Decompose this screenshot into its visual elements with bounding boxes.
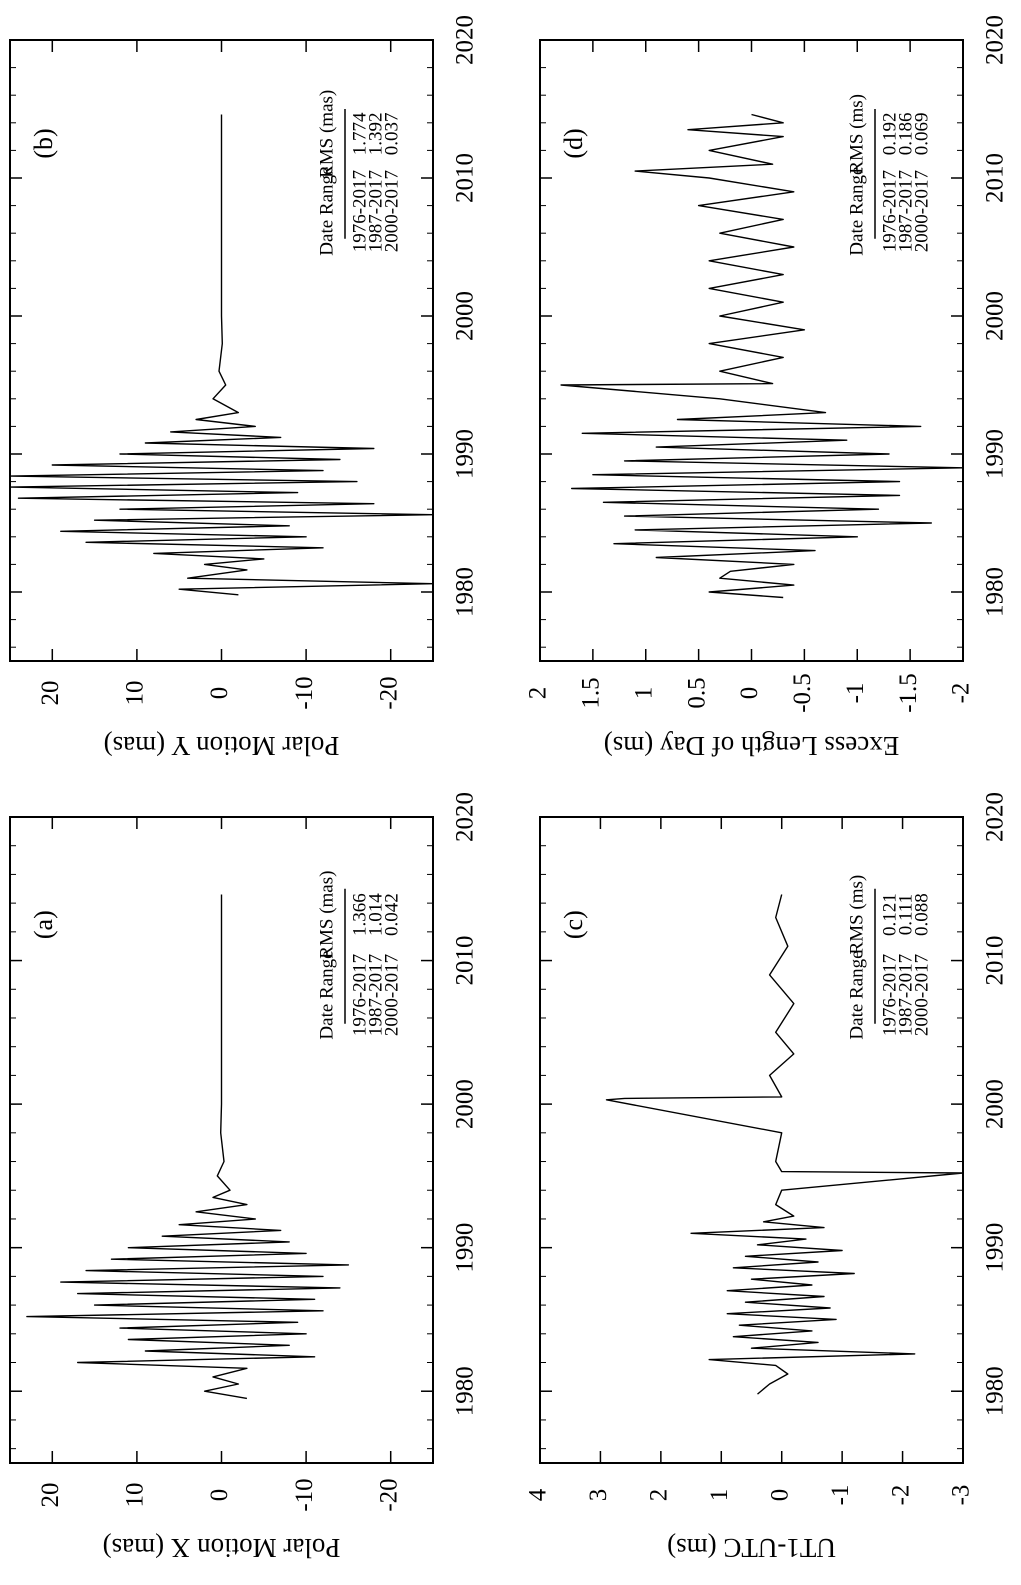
y-tick-label: 0 bbox=[206, 687, 233, 700]
x-tick-label: 2010 bbox=[982, 153, 1009, 203]
legend-header: RMS (mas) bbox=[316, 90, 337, 178]
legend-date-range: 1976-2017 bbox=[879, 170, 900, 252]
x-tick-label: 2020 bbox=[982, 792, 1009, 842]
y-tick-label: 1 bbox=[706, 1489, 733, 1502]
legend-header: Date Range bbox=[316, 167, 337, 256]
legend-rms-value: 1.366 bbox=[349, 893, 370, 936]
panel-d: 1980 1990 2000 2010 2020 2 1.5 1 0.5 0 -0.5 -1 -1.5 -… bbox=[525, 15, 1009, 761]
y-tick-label: -20 bbox=[375, 676, 402, 709]
y-tick-label: 10 bbox=[122, 681, 149, 706]
legend-date-range: 1987-2017 bbox=[365, 954, 386, 1036]
y-tick-label: 0 bbox=[766, 1489, 793, 1502]
legend-header: Date Range bbox=[846, 167, 867, 256]
legend-date-range: 1976-2017 bbox=[349, 170, 370, 252]
x-tick-label: 1980 bbox=[452, 1366, 479, 1416]
x-tick-label: 2000 bbox=[982, 291, 1009, 341]
legend-rms-value: 1.014 bbox=[365, 893, 386, 936]
panel-label: (b) bbox=[29, 128, 58, 158]
y-tick-label: -1 bbox=[842, 683, 869, 704]
y-tick-label: 1.5 bbox=[578, 677, 605, 708]
x-tick-label: 1980 bbox=[982, 567, 1009, 617]
y-tick-label: 0 bbox=[206, 1489, 233, 1502]
y-tick-label: 0 bbox=[736, 687, 763, 700]
y-tick-label: 3 bbox=[585, 1489, 612, 1502]
legend-rms-value: 0.037 bbox=[381, 112, 402, 155]
x-tick-label: 2000 bbox=[452, 291, 479, 341]
series-line bbox=[605, 894, 963, 1395]
y-tick-label: -20 bbox=[375, 1478, 402, 1511]
legend-date-range: 2000-2017 bbox=[381, 954, 402, 1036]
x-tick-label: 1980 bbox=[452, 567, 479, 617]
y-tick-label: 4 bbox=[525, 1488, 552, 1501]
series-line bbox=[26, 894, 350, 1400]
y-tick-label: 2 bbox=[646, 1489, 673, 1502]
x-tick-label: 2010 bbox=[982, 936, 1009, 986]
plot-frame bbox=[539, 816, 964, 1464]
legend-date-range: 2000-2017 bbox=[911, 954, 932, 1036]
x-tick-label: 2000 bbox=[982, 1079, 1009, 1129]
legend-date-range: 1976-2017 bbox=[879, 954, 900, 1036]
x-tick-label: 2020 bbox=[452, 792, 479, 842]
y-tick-label: -1.5 bbox=[895, 673, 922, 713]
legend-header: RMS (ms) bbox=[846, 875, 867, 955]
panel-label: (a) bbox=[29, 910, 58, 939]
y-tick-label: 0.5 bbox=[683, 677, 710, 708]
y-tick-label: -2 bbox=[887, 1485, 914, 1506]
legend-header: RMS (mas) bbox=[316, 871, 337, 959]
y-tick-label: -3 bbox=[948, 1485, 975, 1506]
series-line bbox=[10, 114, 433, 596]
panel-label: (d) bbox=[559, 128, 588, 158]
y-tick-label: -2 bbox=[948, 683, 975, 704]
legend-header: RMS (ms) bbox=[846, 94, 867, 174]
x-tick-label: 1990 bbox=[452, 1223, 479, 1273]
legend-date-range: 1987-2017 bbox=[365, 170, 386, 252]
legend-date-range: 1987-2017 bbox=[895, 954, 916, 1036]
series-line bbox=[560, 113, 963, 599]
y-tick-label: 20 bbox=[37, 1483, 64, 1508]
legend-rms-value: 0.088 bbox=[911, 893, 932, 936]
legend-header: Date Range bbox=[846, 950, 867, 1039]
y-tick-label: -10 bbox=[291, 676, 318, 709]
legend-header: Date Range bbox=[316, 950, 337, 1039]
legend-date-range: 1987-2017 bbox=[895, 170, 916, 252]
x-tick-label: 1990 bbox=[982, 1223, 1009, 1273]
x-tick-label: 1990 bbox=[982, 429, 1009, 479]
legend-rms-value: 1.392 bbox=[365, 112, 386, 155]
y-tick-label: -0.5 bbox=[789, 673, 816, 713]
y-axis-label: Polar Motion Y (mas) bbox=[104, 731, 340, 761]
x-tick-label: 2020 bbox=[982, 15, 1009, 65]
y-tick-label: -1 bbox=[827, 1485, 854, 1506]
x-tick-label: 2000 bbox=[452, 1079, 479, 1129]
y-tick-label: 2 bbox=[525, 687, 552, 700]
legend-rms-value: 0.192 bbox=[879, 112, 900, 155]
y-tick-label: 1 bbox=[630, 687, 657, 700]
legend-rms-value: 1.774 bbox=[349, 112, 370, 155]
legend-date-range: 2000-2017 bbox=[911, 170, 932, 252]
y-tick-label: 20 bbox=[37, 681, 64, 706]
y-axis-label: UT1-UTC (ms) bbox=[667, 1533, 836, 1563]
y-axis-label: Polar Motion X (mas) bbox=[103, 1533, 341, 1563]
legend-date-range: 2000-2017 bbox=[381, 170, 402, 252]
panel-c: 1980 1990 2000 2010 2020 4 3 2 1 0 -1 -2 -3 UT1-UTC (… bbox=[525, 792, 1009, 1563]
legend-rms-value: 0.111 bbox=[895, 894, 916, 935]
panel-label: (c) bbox=[559, 910, 588, 939]
x-tick-label: 2020 bbox=[452, 15, 479, 65]
legend-rms-value: 0.069 bbox=[911, 112, 932, 155]
y-tick-label: 10 bbox=[122, 1483, 149, 1508]
legend-rms-value: 0.121 bbox=[879, 893, 900, 936]
x-tick-label: 1980 bbox=[982, 1366, 1009, 1416]
y-tick-label: -10 bbox=[291, 1478, 318, 1511]
x-tick-label: 2010 bbox=[452, 936, 479, 986]
y-axis-label: Excess Length of Day (ms) bbox=[604, 731, 899, 761]
legend-rms-value: 0.186 bbox=[895, 112, 916, 155]
x-tick-label: 2010 bbox=[452, 153, 479, 203]
legend-date-range: 1976-2017 bbox=[349, 954, 370, 1036]
legend-rms-value: 0.042 bbox=[381, 893, 402, 936]
x-tick-label: 1990 bbox=[452, 429, 479, 479]
